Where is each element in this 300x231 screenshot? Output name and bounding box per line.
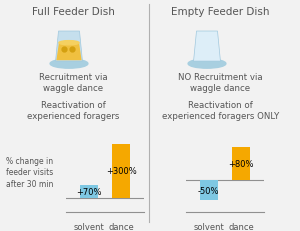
Text: Reactivation of
experienced foragers: Reactivation of experienced foragers: [27, 100, 120, 121]
Text: +300%: +300%: [106, 167, 136, 176]
Bar: [112, 144, 130, 198]
Bar: [80, 185, 98, 198]
Text: -50%: -50%: [198, 186, 220, 195]
Text: +80%: +80%: [229, 160, 254, 168]
Text: Recruitment via
waggle dance: Recruitment via waggle dance: [39, 73, 108, 93]
Bar: [200, 180, 218, 200]
Polygon shape: [56, 32, 82, 62]
Text: NO Recruitment via
waggle dance: NO Recruitment via waggle dance: [178, 73, 263, 93]
Text: Empty Feeder Dish: Empty Feeder Dish: [171, 7, 270, 17]
Polygon shape: [56, 43, 82, 61]
Text: Reactivation of
experienced foragers ONLY: Reactivation of experienced foragers ONL…: [162, 100, 279, 121]
Ellipse shape: [59, 41, 79, 46]
Text: Full Feeder Dish: Full Feeder Dish: [32, 7, 115, 17]
Text: % change in
feeder visits
after 30 min: % change in feeder visits after 30 min: [6, 156, 53, 188]
Text: +70%: +70%: [76, 187, 101, 196]
Polygon shape: [194, 32, 220, 62]
Bar: [232, 148, 250, 180]
Ellipse shape: [188, 60, 226, 69]
Ellipse shape: [50, 60, 88, 69]
